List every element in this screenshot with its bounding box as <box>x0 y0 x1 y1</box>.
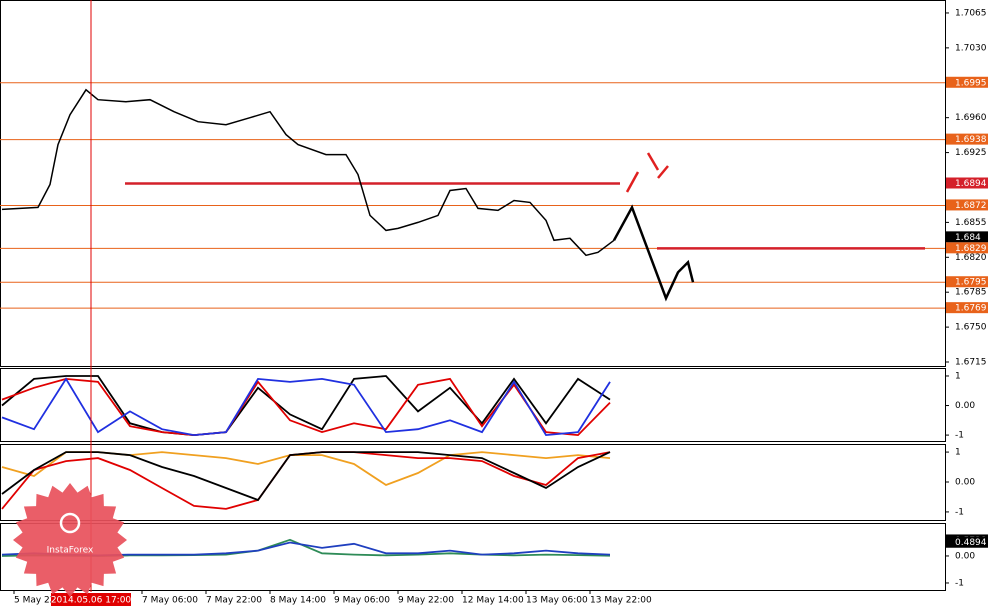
y-tick-label: 1.6925 <box>955 148 987 158</box>
x-tick-label: 8 May 14:00 <box>270 596 326 606</box>
y-tick-label: 0.00 <box>955 478 975 488</box>
x-tick-label: 12 May 14:00 <box>462 596 524 606</box>
y-tick-label: 1 <box>955 371 961 381</box>
x-tick-label: 13 May 22:00 <box>590 596 652 606</box>
price-label: 1.6894 <box>955 179 987 189</box>
price-label-box <box>946 536 988 548</box>
price-label-box <box>946 231 988 243</box>
series-line <box>1 88 615 257</box>
y-tick-label: 1.6855 <box>955 218 987 228</box>
price-label-box <box>946 276 988 288</box>
y-tick-label: 1 <box>955 448 961 458</box>
price-label: 1.6829 <box>955 244 987 254</box>
y-tick-label: 1.7065 <box>955 8 987 18</box>
logo-text: InstaForex <box>47 546 94 556</box>
y-tick-label: -1 <box>955 507 964 517</box>
y-tick-label: 1.7030 <box>955 43 987 53</box>
y-tick-label: 1.6820 <box>955 253 987 263</box>
price-label-box <box>946 76 988 88</box>
series-line <box>1 377 611 437</box>
y-tick-label: 0.00 <box>955 401 975 411</box>
price-label: 1.6938 <box>955 135 987 145</box>
x-tick-label: 7 May 22:00 <box>206 596 262 606</box>
forecast-arrows <box>625 152 669 193</box>
logo-badge <box>13 483 127 597</box>
x-tick-label: 13 May 06:00 <box>526 596 588 606</box>
price-label-box <box>946 133 988 145</box>
y-tick-label: -1 <box>955 431 964 441</box>
series-line <box>1 375 611 437</box>
price-label: 1.684 <box>955 233 981 243</box>
y-tick-label: 1.6785 <box>955 288 987 298</box>
price-label-box <box>946 177 988 189</box>
arrow <box>646 152 660 171</box>
price-label-box <box>946 302 988 314</box>
x-tick-label: 5 May 22:00 <box>14 596 70 606</box>
crosshair-label-box <box>51 593 131 606</box>
price-label-box <box>946 199 988 211</box>
price-label: 1.6769 <box>955 304 987 314</box>
price-label: 0.4894 <box>955 538 987 548</box>
price-label: 1.6795 <box>955 278 987 288</box>
crosshair-label: 2014.05.06 17:00 <box>51 596 132 606</box>
y-tick-label: -1 <box>955 578 964 588</box>
arrow <box>657 165 669 179</box>
arrow <box>625 171 640 193</box>
series-line <box>1 451 611 502</box>
y-tick-label: 0.00 <box>955 551 975 561</box>
price-label-box <box>946 242 988 254</box>
y-tick-label: 1.6750 <box>955 323 987 333</box>
x-tick-label: 7 May 06:00 <box>142 596 198 606</box>
y-tick-label: 1.6715 <box>955 358 987 368</box>
logo-icon <box>59 512 81 534</box>
panel-frame <box>0 523 946 591</box>
y-tick-label: 1.6960 <box>955 113 987 123</box>
panel-frame <box>0 368 946 442</box>
x-tick-label: 9 May 06:00 <box>334 596 390 606</box>
logo: InstaForex <box>13 483 127 597</box>
series-line <box>612 204 695 302</box>
price-label: 1.6995 <box>955 78 987 88</box>
price-label: 1.6872 <box>955 201 987 211</box>
x-tick-label: 9 May 22:00 <box>398 596 454 606</box>
panel-frame <box>0 0 946 367</box>
